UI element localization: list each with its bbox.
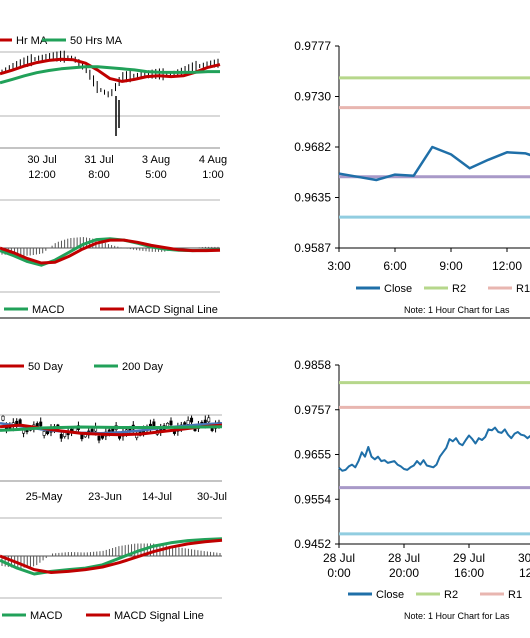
legend-item-close-label: Close (376, 589, 404, 601)
candle-body (1, 415, 5, 421)
candle-body (39, 421, 43, 427)
y-tick-label: 0.9554 (294, 492, 331, 506)
candle-body (169, 420, 173, 426)
legend-item-macd-signal-label: MACD Signal Line (114, 610, 204, 622)
x-tick-label-line2: 16:00 (454, 566, 484, 580)
x-tick-label: 9:00 (439, 259, 463, 273)
candle-body (186, 420, 190, 425)
series-macd (0, 537, 223, 576)
legend-item-50hrs-ma-label: 50 Hrs MA (70, 35, 123, 47)
x-tick-label-line2: 0:00 (327, 566, 351, 580)
legend-item-r2-label: R2 (452, 283, 466, 295)
candle-body (42, 431, 46, 436)
x-tick-label: 23-Jun (88, 491, 122, 503)
x-tick-label: 3:00 (327, 259, 351, 273)
x-tick-label-line1: 31 Jul (84, 154, 113, 166)
y-tick-label: 0.9682 (294, 140, 331, 154)
y-tick-label: 0.9587 (294, 241, 331, 255)
candle-body (152, 421, 156, 427)
candle-body (190, 417, 194, 423)
y-tick-label: 0.9777 (294, 39, 331, 53)
y-tick-label: 0.9655 (294, 448, 331, 462)
series-50hrs-ma (0, 65, 220, 85)
x-tick-label: 12:00 (492, 259, 522, 273)
legend-item-macd-label: MACD (32, 304, 64, 316)
legend-item-close-label: Close (384, 283, 412, 295)
series-close (338, 145, 530, 182)
y-tick-label: 0.9757 (294, 403, 331, 417)
y-tick-label: 0.9858 (294, 358, 331, 372)
legend-item-r1-label: R1 (508, 589, 522, 601)
x-tick-label-line2: 20:00 (389, 566, 419, 580)
legend-item-macd-label: MACD (30, 610, 62, 622)
x-tick-label: 6:00 (383, 259, 407, 273)
series-close (338, 426, 530, 472)
series-hr-ma (0, 57, 221, 83)
candle-body (80, 434, 84, 440)
x-tick-label-line1: 30 Jul (518, 551, 530, 565)
x-tick-label-line2: 12:00 (28, 169, 56, 181)
x-tick-label-line1: 3 Aug (142, 154, 170, 166)
y-tick-label: 0.9635 (294, 191, 331, 205)
x-tick-label-line1: 30 Jul (27, 154, 56, 166)
series-200-day (0, 425, 223, 432)
candle-body (59, 433, 63, 439)
legend-item-200-day-label: 200 Day (122, 361, 163, 373)
x-tick-label-line1: 29 Jul (453, 551, 485, 565)
x-tick-label-line1: 28 Jul (323, 551, 355, 565)
series-macd-signal (0, 538, 223, 574)
candle-body (63, 432, 67, 437)
chart-note: Note: 1 Hour Chart for Las (404, 305, 510, 315)
legend-item-r1-label: R1 (516, 283, 530, 295)
legend-item-50-day-label: 50 Day (28, 361, 63, 373)
candle-body (97, 435, 101, 441)
y-tick-label: 0.9730 (294, 90, 331, 104)
candle-body (207, 417, 211, 423)
x-tick-label: 30-Jul (197, 491, 227, 503)
legend-item-hr-ma-label: Hr MA (16, 35, 48, 47)
x-tick-label-line1: 4 Aug (199, 154, 227, 166)
x-tick-label-line1: 28 Jul (388, 551, 420, 565)
candle-body (18, 419, 22, 425)
x-tick-label-line2: 8:00 (88, 169, 109, 181)
y-tick-label: 0.9452 (294, 537, 331, 551)
chart-note: Note: 1 Hour Chart for Las (404, 611, 510, 621)
legend-item-r2-label: R2 (444, 589, 458, 601)
x-tick-label-line2: 12:00 (519, 566, 530, 580)
x-tick-label-line2: 1:00 (202, 169, 223, 181)
x-tick-label: 14-Jul (142, 491, 172, 503)
legend-item-macd-signal-label: MACD Signal Line (128, 304, 218, 316)
x-tick-label-line2: 5:00 (145, 169, 166, 181)
x-tick-label: 25-May (26, 491, 63, 503)
series-macd-signal (0, 238, 221, 265)
